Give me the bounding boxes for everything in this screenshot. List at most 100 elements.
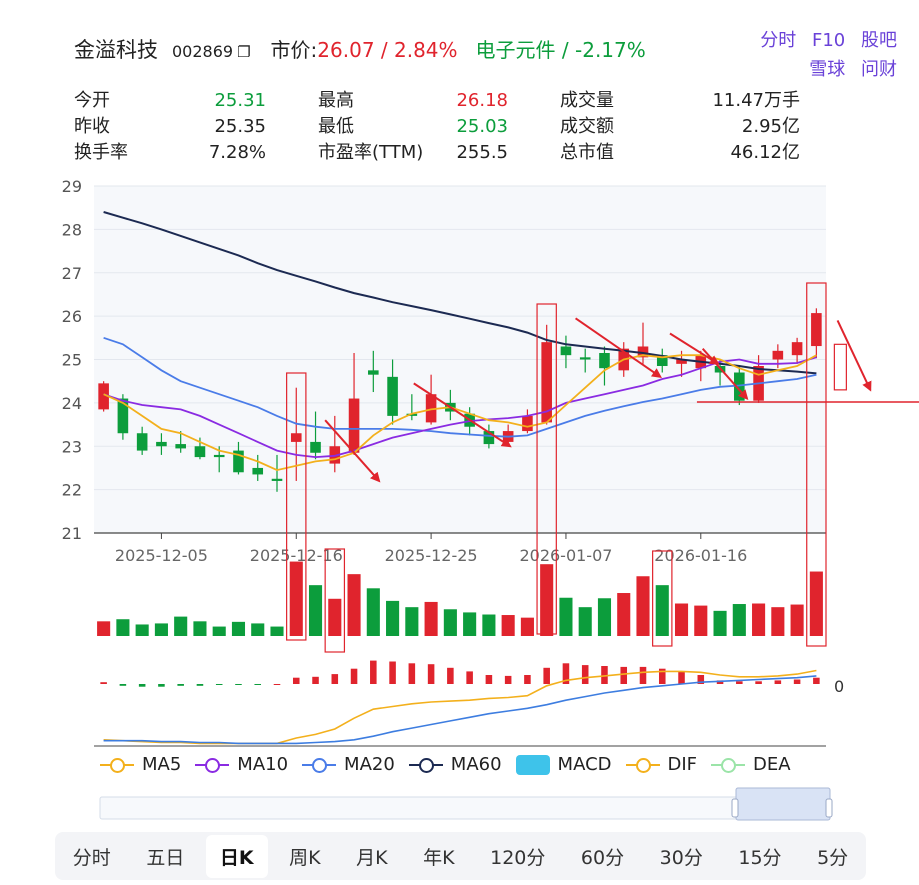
stats-column-2: 最高 26.18 最低 25.03 市盈率(TTM) 255.5 <box>318 88 508 166</box>
candle-body <box>772 350 784 360</box>
stat-value: 46.12亿 <box>730 142 800 163</box>
period-tab[interactable]: 60分 <box>580 846 625 869</box>
period-tab[interactable]: 5分 <box>817 846 849 869</box>
legend-label: MA10 <box>237 754 289 775</box>
volume-bar <box>732 604 746 636</box>
volume-bar <box>559 597 573 636</box>
volume-bar <box>424 601 438 636</box>
stat-amount: 成交额 2.95亿 <box>560 114 800 140</box>
candle-body <box>98 383 109 410</box>
legend-item-ma10[interactable]: MA10 <box>195 754 288 775</box>
candle-body <box>811 313 822 347</box>
stat-value: 25.31 <box>214 90 266 111</box>
annotation-box <box>652 550 673 647</box>
stat-value: 25.03 <box>456 116 508 137</box>
volume-bar <box>597 598 612 636</box>
period-tab[interactable]: 日K <box>205 834 268 878</box>
link-f10[interactable]: F10 <box>812 30 846 51</box>
stat-label: 昨收 <box>74 116 110 137</box>
macd-bar <box>774 680 782 684</box>
macd-bar <box>697 675 705 684</box>
legend-item-ma20[interactable]: MA20 <box>302 754 395 775</box>
macd-bar <box>350 668 358 684</box>
candle-body <box>156 441 167 447</box>
stat-market-cap: 总市值 46.12亿 <box>560 140 800 166</box>
macd-bar <box>215 684 223 685</box>
period-tab[interactable]: 120分 <box>490 846 546 869</box>
volume-bar <box>116 619 130 636</box>
stat-label: 市盈率(TTM) <box>318 142 424 163</box>
macd-zero-label: 0 <box>834 677 844 696</box>
legend-item-ma5[interactable]: MA5 <box>100 754 181 775</box>
candle-body <box>406 413 418 416</box>
legend-item-macd[interactable]: MACD <box>515 754 612 775</box>
macd-bar <box>485 675 493 684</box>
macd-bar <box>524 675 531 684</box>
macd-bar <box>466 671 473 684</box>
legend-label: MA20 <box>344 754 395 775</box>
annotation-box <box>833 343 847 391</box>
stat-prev-close: 昨收 25.35 <box>74 114 266 140</box>
macd-bar <box>177 684 184 686</box>
period-tab[interactable]: 分时 <box>72 846 111 869</box>
annotation-box <box>324 548 346 653</box>
candle-body <box>676 359 687 364</box>
legend-label: DIF <box>667 754 698 775</box>
legend-marker <box>711 755 746 775</box>
legend-item-dea[interactable]: DEA <box>711 754 791 775</box>
annotation-arrow <box>575 317 662 378</box>
macd-bar <box>504 675 512 684</box>
legend-swatch <box>515 754 550 775</box>
candle-body <box>175 444 186 449</box>
candle-body <box>290 433 302 442</box>
stat-value: 2.95亿 <box>741 116 800 137</box>
stat-label: 最高 <box>318 90 354 111</box>
volume-bar <box>308 585 323 636</box>
candle-body <box>368 370 379 375</box>
period-tab[interactable]: 五日 <box>146 846 185 869</box>
stat-label: 最低 <box>318 116 354 137</box>
period-tab[interactable]: 周K <box>289 846 321 869</box>
period-tab[interactable]: 15分 <box>738 846 782 869</box>
period-tab[interactable]: 月K <box>356 846 388 869</box>
period-tab[interactable]: 年K <box>423 846 455 869</box>
candle-body <box>560 346 572 356</box>
macd-bar <box>543 667 550 684</box>
link-xueqiu[interactable]: 雪球 <box>809 59 846 80</box>
macd-bar <box>292 677 300 684</box>
candle-body <box>522 415 533 432</box>
legend-marker <box>195 755 230 775</box>
stat-value: 26.18 <box>456 90 508 111</box>
change-percent: 2.84% <box>394 38 458 62</box>
link-wencai[interactable]: 问财 <box>861 59 897 80</box>
link-forum[interactable]: 股吧 <box>861 30 897 51</box>
zoom-handle-right <box>825 798 833 818</box>
stat-value: 255.5 <box>456 142 508 163</box>
macd-bar <box>620 666 628 684</box>
stat-value: 11.47万手 <box>712 90 800 111</box>
y-tick-label: 27 <box>62 264 82 283</box>
stat-value: 7.28% <box>208 142 266 163</box>
period-tab[interactable]: 30分 <box>659 846 703 869</box>
legend-item-ma60[interactable]: MA60 <box>408 754 502 775</box>
legend-item-dif[interactable]: DIF <box>625 754 698 775</box>
macd-bar <box>639 666 647 684</box>
candle-body <box>136 433 148 451</box>
macd-bar <box>100 682 107 684</box>
copy-icon[interactable]: ❐ <box>237 43 251 61</box>
chart-legend: MA5 MA10 MA20 MA60 MACD DIF DEA <box>100 754 805 775</box>
quick-links: 分时 F10 股吧 雪球 问财 <box>750 26 897 84</box>
sector-name[interactable]: 电子元件 <box>475 38 556 62</box>
candle-body <box>117 398 129 434</box>
legend-marker-circle <box>635 757 651 773</box>
volume-bar <box>443 609 457 636</box>
legend-marker-circle <box>312 757 328 773</box>
stat-pe: 市盈率(TTM) 255.5 <box>318 140 508 166</box>
volume-bar <box>212 626 226 636</box>
dea-line <box>103 675 817 745</box>
candle-body <box>387 376 398 416</box>
y-tick-label: 21 <box>62 524 82 543</box>
link-timeshare[interactable]: 分时 <box>760 30 797 51</box>
legend-label: DEA <box>753 754 791 775</box>
